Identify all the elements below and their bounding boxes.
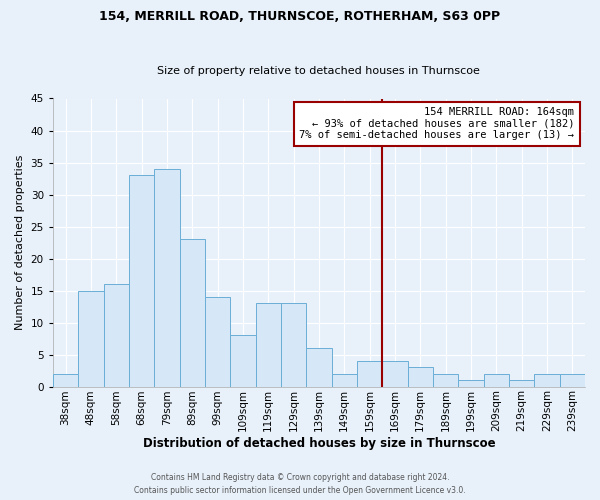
Bar	[484, 374, 509, 386]
Bar	[357, 361, 382, 386]
Bar	[230, 336, 256, 386]
Bar	[382, 361, 407, 386]
Y-axis label: Number of detached properties: Number of detached properties	[15, 155, 25, 330]
Bar	[281, 304, 306, 386]
Bar	[407, 368, 433, 386]
Bar	[154, 169, 179, 386]
Text: 154, MERRILL ROAD, THURNSCOE, ROTHERHAM, S63 0PP: 154, MERRILL ROAD, THURNSCOE, ROTHERHAM,…	[100, 10, 500, 23]
Bar	[179, 240, 205, 386]
Bar	[458, 380, 484, 386]
Text: Contains HM Land Registry data © Crown copyright and database right 2024.
Contai: Contains HM Land Registry data © Crown c…	[134, 474, 466, 495]
Bar	[433, 374, 458, 386]
Title: Size of property relative to detached houses in Thurnscoe: Size of property relative to detached ho…	[157, 66, 481, 76]
Bar	[53, 374, 78, 386]
Bar	[104, 284, 129, 386]
Bar	[205, 297, 230, 386]
Bar	[78, 290, 104, 386]
Bar	[509, 380, 535, 386]
Bar	[332, 374, 357, 386]
Bar	[256, 304, 281, 386]
Bar	[306, 348, 332, 387]
Bar	[535, 374, 560, 386]
Text: 154 MERRILL ROAD: 164sqm
← 93% of detached houses are smaller (182)
7% of semi-d: 154 MERRILL ROAD: 164sqm ← 93% of detach…	[299, 107, 574, 140]
Bar	[129, 176, 154, 386]
Bar	[560, 374, 585, 386]
X-axis label: Distribution of detached houses by size in Thurnscoe: Distribution of detached houses by size …	[143, 437, 495, 450]
